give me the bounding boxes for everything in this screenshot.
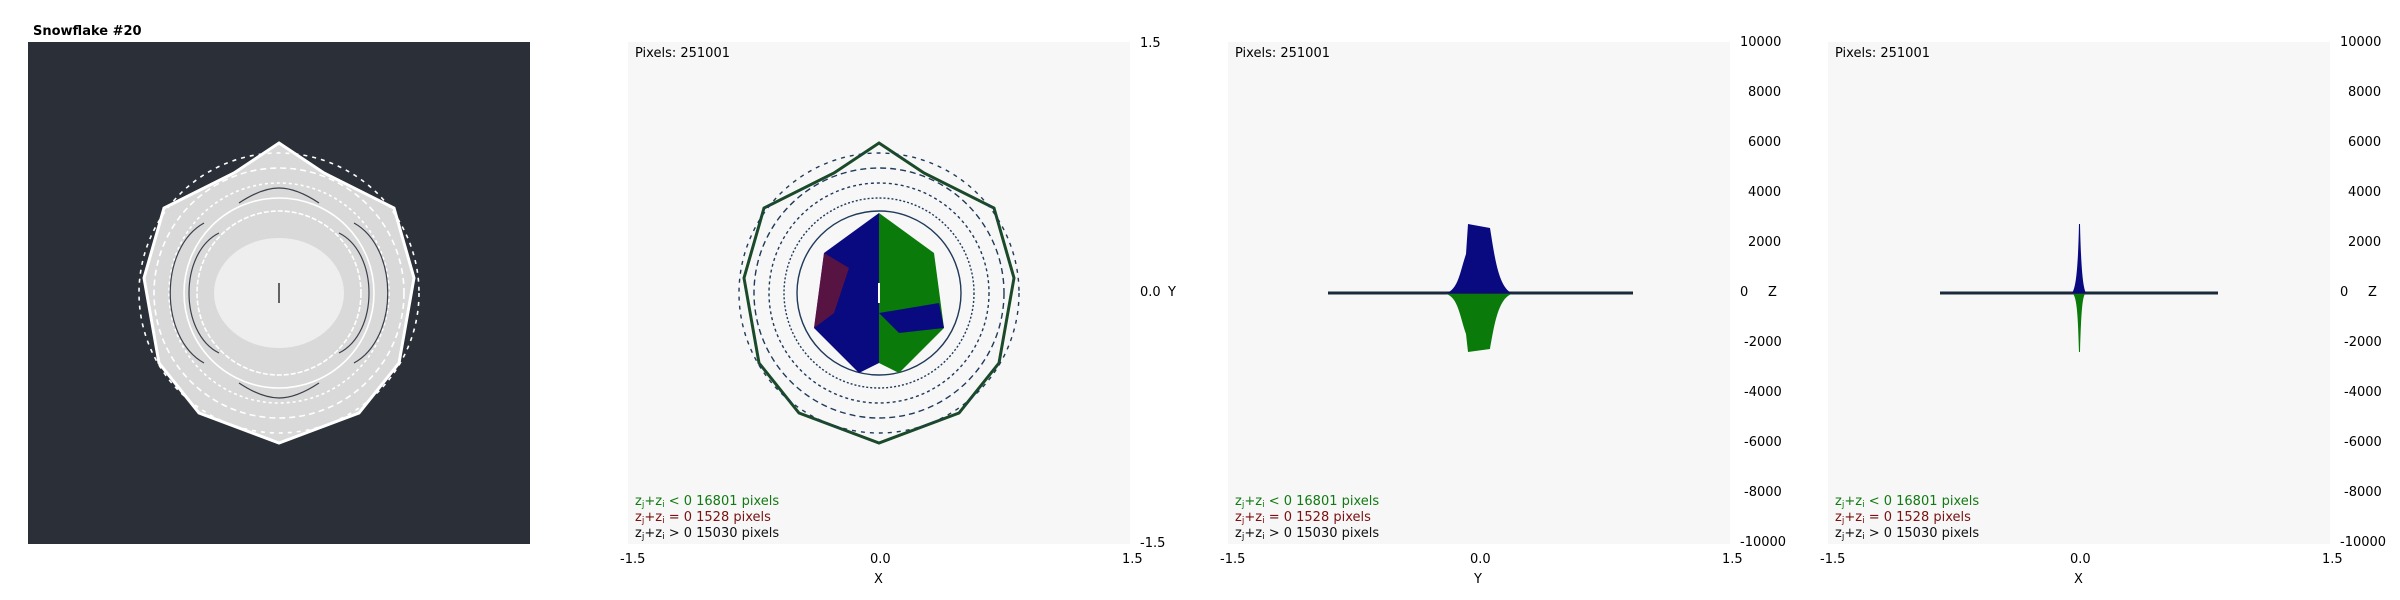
legend-negative: zj+zi < 0 16801 pixels: [1835, 494, 1980, 510]
yz-profile-plot: [1328, 224, 1633, 352]
legend-zero: zj+zi = 0 1528 pixels: [635, 510, 771, 526]
legend-positive: zj+zi > 0 15030 pixels: [1235, 526, 1380, 542]
z-tick: -10000: [2340, 535, 2387, 550]
xy-snowflake-plot: [738, 141, 1020, 445]
y-tick: -1.5: [1220, 552, 1246, 567]
y-tick: 1.5: [1140, 36, 1161, 51]
z-tick: 6000: [2348, 135, 2382, 150]
xy-projection-view[interactable]: Pixels: 251001 zj+zi < 0 16801 pixels zj…: [628, 42, 1130, 544]
xz-profile-plot: [1940, 224, 2218, 352]
snowflake-render-view[interactable]: [28, 42, 530, 544]
z-tick: -8000: [2344, 485, 2382, 500]
z-tick: -4000: [1744, 385, 1782, 400]
xz-projection-view[interactable]: Pixels: 251001 zj+zi < 0 16801 pixels zj…: [1828, 42, 2330, 544]
pixel-count: Pixels: 251001: [1235, 46, 1330, 61]
window-title: Snowflake #20: [33, 24, 142, 39]
x-tick: 1.5: [2322, 552, 2343, 567]
z-tick: 0: [1740, 285, 1749, 300]
x-tick: 1.5: [1122, 552, 1143, 567]
z-tick: 6000: [1748, 135, 1782, 150]
z-tick: -2000: [2344, 335, 2382, 350]
z-tick: 4000: [2348, 185, 2382, 200]
yz-projection-view[interactable]: Pixels: 251001 zj+zi < 0 16801 pixels zj…: [1228, 42, 1730, 544]
snowflake-render: [138, 141, 420, 445]
z-tick: -6000: [2344, 435, 2382, 450]
z-tick: 2000: [2348, 235, 2382, 250]
z-tick: -2000: [1744, 335, 1782, 350]
legend-zero: zj+zi = 0 1528 pixels: [1835, 510, 1971, 526]
z-tick: 0: [2340, 285, 2349, 300]
z-tick: 10000: [1740, 35, 1782, 50]
y-tick: 1.5: [1722, 552, 1743, 567]
y-axis-label: Y: [1168, 285, 1176, 300]
x-tick: -1.5: [1820, 552, 1846, 567]
legend-negative: zj+zi < 0 16801 pixels: [1235, 494, 1380, 510]
z-tick: 10000: [2340, 35, 2382, 50]
z-tick: -10000: [1740, 535, 1787, 550]
y-tick: 0.0: [1470, 552, 1491, 567]
y-tick: -1.5: [1140, 536, 1166, 551]
y-axis-label: Y: [1474, 572, 1482, 587]
legend-zero: zj+zi = 0 1528 pixels: [1235, 510, 1371, 526]
z-axis-label: Z: [1768, 285, 1777, 300]
x-axis-label: X: [2074, 572, 2083, 587]
z-axis-label: Z: [2368, 285, 2377, 300]
z-tick: 2000: [1748, 235, 1782, 250]
legend-positive: zj+zi > 0 15030 pixels: [1835, 526, 1980, 542]
pixel-count: Pixels: 251001: [635, 46, 730, 61]
legend-negative: zj+zi < 0 16801 pixels: [635, 494, 780, 510]
x-axis-label: X: [874, 572, 883, 587]
z-tick: 4000: [1748, 185, 1782, 200]
x-tick: 0.0: [870, 552, 891, 567]
z-tick: 8000: [1748, 85, 1782, 100]
x-tick: 0.0: [2070, 552, 2091, 567]
z-tick: -8000: [1744, 485, 1782, 500]
z-tick: -4000: [2344, 385, 2382, 400]
legend-positive: zj+zi > 0 15030 pixels: [635, 526, 780, 542]
x-tick: -1.5: [620, 552, 646, 567]
y-tick: 0.0: [1140, 285, 1161, 300]
z-tick: -6000: [1744, 435, 1782, 450]
z-tick: 8000: [2348, 85, 2382, 100]
pixel-count: Pixels: 251001: [1835, 46, 1930, 61]
